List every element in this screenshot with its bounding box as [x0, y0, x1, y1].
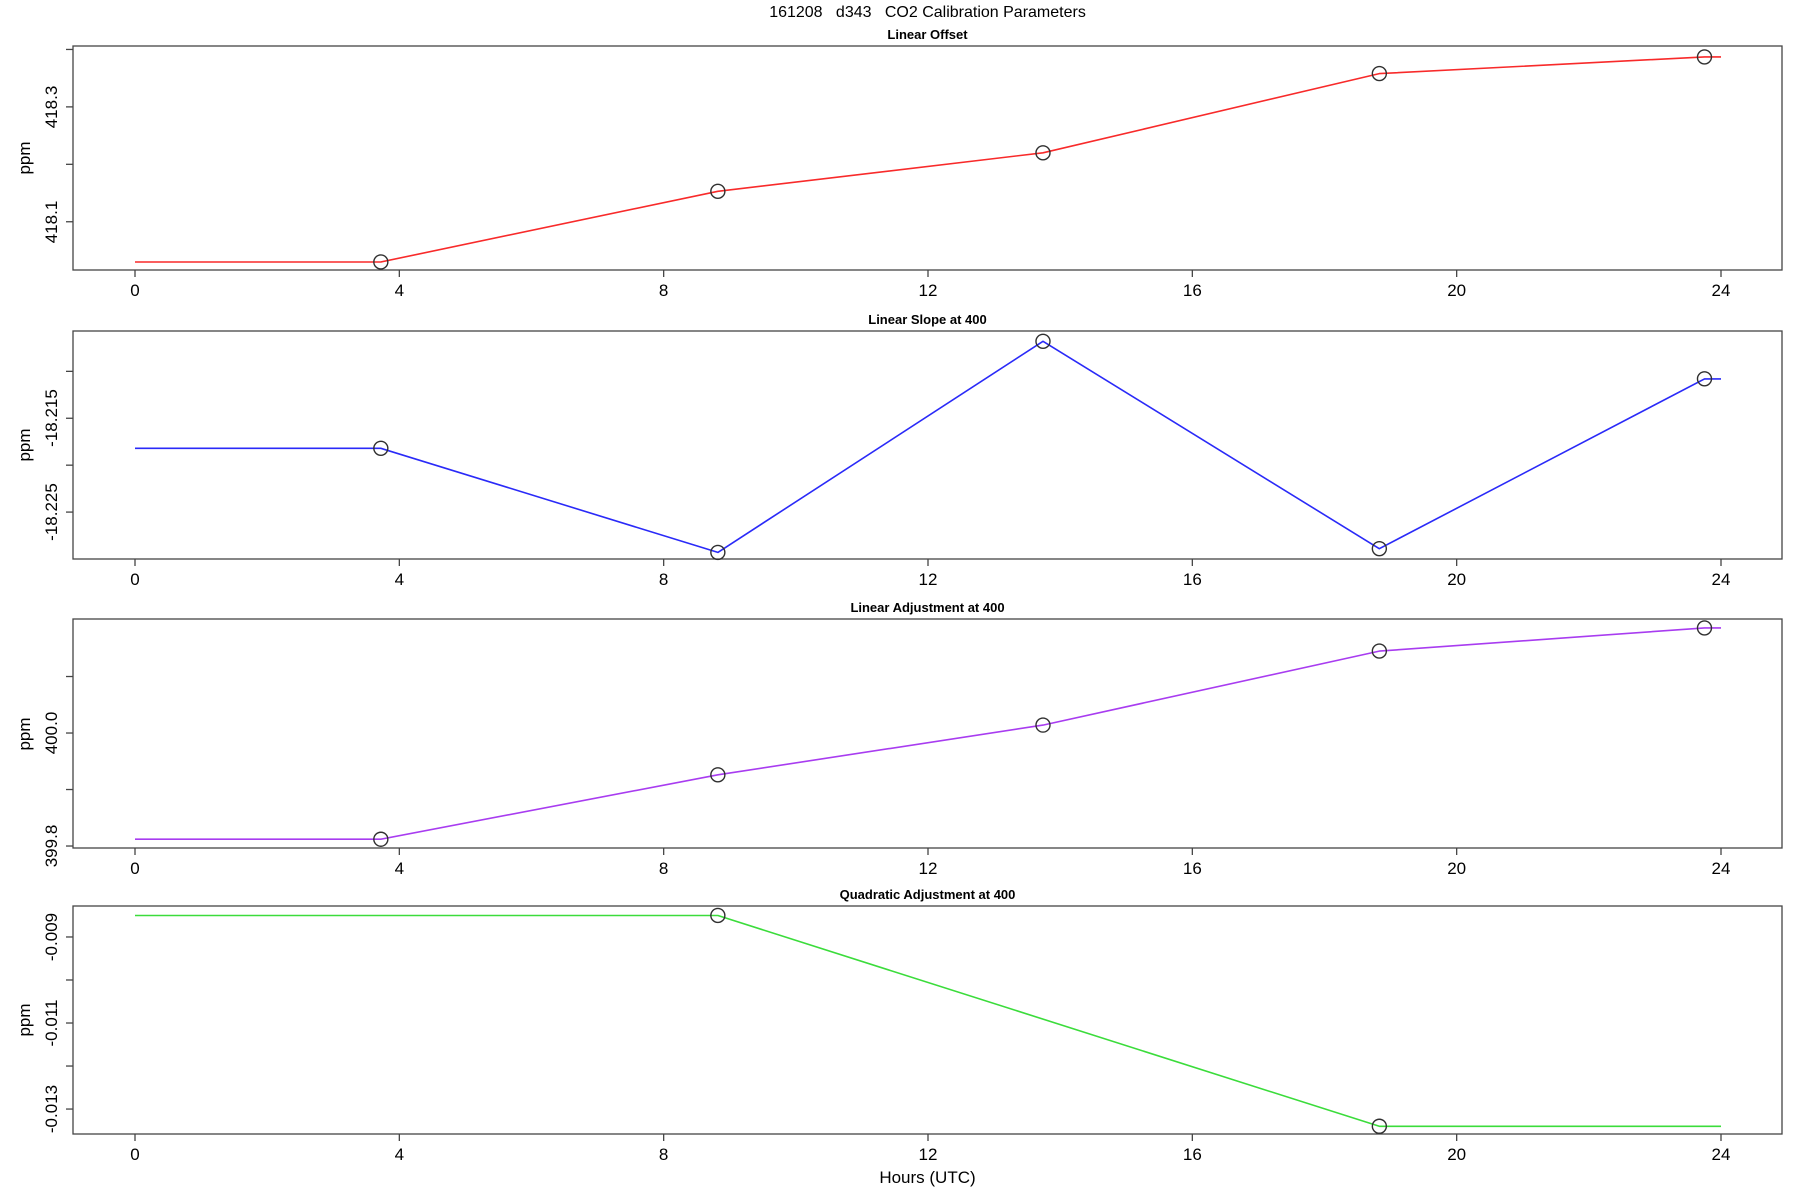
- x-tick-label: 20: [1447, 859, 1467, 878]
- series-line: [135, 914, 1721, 1128]
- x-tick-label: 12: [918, 570, 938, 589]
- y-tick-label: -0.011: [42, 999, 61, 1047]
- panel-title: Quadratic Adjustment at 400: [839, 887, 1016, 902]
- y-tick-label: -0.013: [42, 1084, 61, 1134]
- x-tick-label: 24: [1711, 1145, 1731, 1164]
- y-tick-label: 418.3: [42, 85, 61, 129]
- y-tick-label: -18.215: [42, 389, 61, 448]
- x-tick-label: 12: [918, 1145, 938, 1164]
- x-tick-label: 8: [658, 570, 669, 589]
- x-tick-label: 24: [1711, 281, 1731, 300]
- data-point-marker: [710, 767, 726, 783]
- x-tick-label: 20: [1447, 281, 1467, 300]
- data-point-marker: [1696, 49, 1713, 65]
- x-tick-label: 20: [1447, 1145, 1467, 1164]
- data-point-marker: [710, 907, 726, 924]
- data-point-marker: [1371, 540, 1388, 557]
- data-point-marker: [1696, 371, 1713, 387]
- data-point-marker: [1371, 65, 1388, 82]
- panel-box: [72, 45, 1783, 271]
- panel-title: Linear Offset: [887, 27, 968, 42]
- y-tick-label: 399.8: [42, 824, 61, 868]
- x-tick-label: 16: [1182, 859, 1202, 878]
- x-tick-label: 4: [394, 1145, 405, 1164]
- series-line: [135, 340, 1721, 554]
- x-tick-label: 8: [658, 1145, 669, 1164]
- data-point-marker: [1371, 1118, 1388, 1134]
- x-axis-title: Hours (UTC): [879, 1168, 976, 1187]
- panel-box: [72, 330, 1783, 560]
- y-axis-unit-label: ppm: [15, 716, 34, 751]
- x-tick-label: 12: [918, 281, 938, 300]
- y-axis-unit-label: ppm: [15, 141, 34, 175]
- x-tick-label: 4: [394, 570, 405, 589]
- data-point-marker: [373, 831, 389, 847]
- y-tick-label: 418.1: [42, 200, 61, 244]
- x-tick-label: 16: [1182, 1145, 1202, 1164]
- data-point-marker: [1371, 643, 1388, 659]
- figure-title: 161208 d343 CO2 Calibration Parameters: [769, 4, 1086, 21]
- y-tick-label: -0.009: [42, 912, 61, 962]
- data-point-marker: [1035, 717, 1051, 733]
- x-tick-label: 12: [918, 859, 938, 878]
- series-line: [135, 627, 1721, 841]
- panel-title: Linear Slope at 400: [868, 312, 987, 327]
- panel-title: Linear Adjustment at 400: [850, 600, 1005, 615]
- data-point-marker: [1035, 145, 1051, 161]
- x-tick-label: 0: [130, 859, 140, 878]
- series-line: [135, 56, 1721, 263]
- y-axis-unit-label: ppm: [15, 428, 34, 462]
- data-point-marker: [1035, 333, 1051, 350]
- x-tick-label: 16: [1182, 570, 1202, 589]
- x-tick-label: 8: [658, 859, 669, 878]
- panel-box: [72, 618, 1783, 849]
- data-point-marker: [1696, 620, 1713, 636]
- x-tick-label: 4: [394, 859, 405, 878]
- panel-box: [72, 905, 1783, 1135]
- y-tick-label: -18.225: [42, 483, 61, 541]
- x-tick-label: 8: [658, 281, 669, 300]
- y-tick-label: 400.0: [42, 711, 61, 755]
- x-tick-label: 16: [1182, 281, 1202, 300]
- data-point-marker: [373, 254, 389, 270]
- x-tick-label: 24: [1711, 570, 1731, 589]
- x-tick-label: 20: [1447, 570, 1467, 589]
- data-point-marker: [710, 544, 726, 561]
- data-point-marker: [710, 183, 726, 200]
- x-tick-label: 0: [130, 570, 140, 589]
- x-tick-label: 0: [130, 1145, 140, 1164]
- y-axis-unit-label: ppm: [15, 1003, 34, 1037]
- data-point-marker: [373, 440, 389, 456]
- x-tick-label: 24: [1711, 859, 1731, 878]
- x-tick-label: 4: [394, 281, 405, 300]
- x-tick-label: 0: [130, 281, 140, 300]
